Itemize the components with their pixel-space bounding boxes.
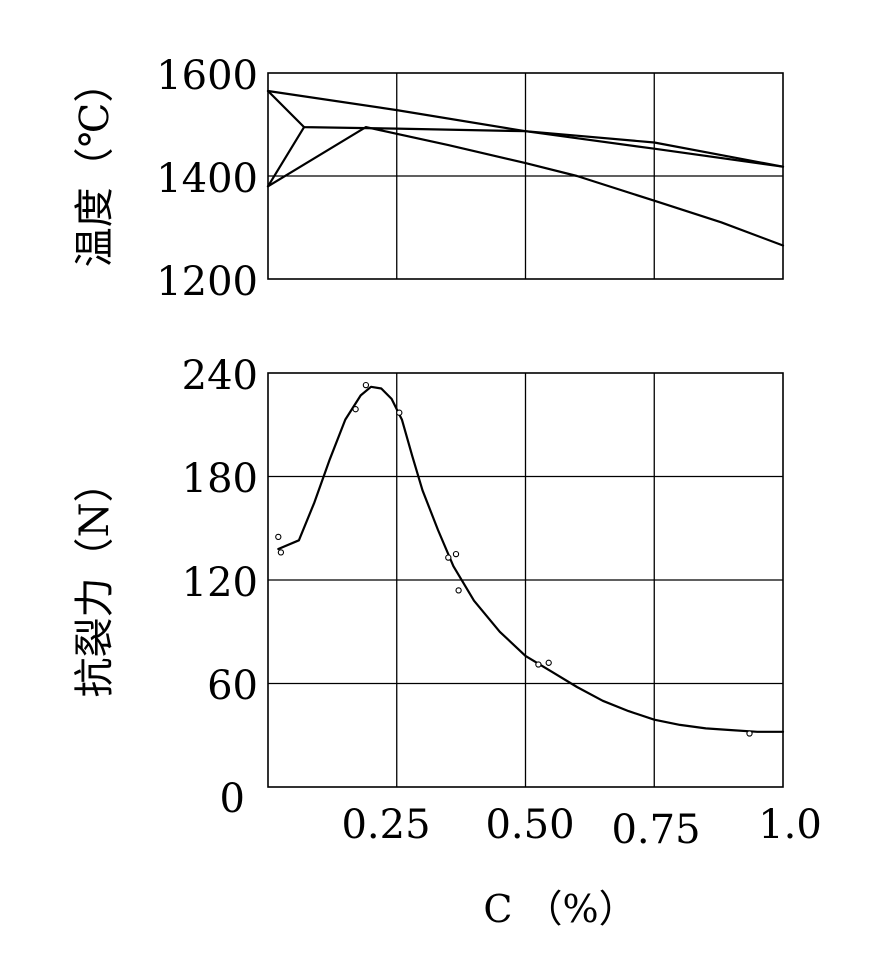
temperature-curves xyxy=(266,89,785,247)
data-point xyxy=(455,587,462,594)
temperature-series-line xyxy=(266,89,785,168)
crack-resistance-tick-label: 240 xyxy=(182,353,258,399)
x-tick-label: 0.25 xyxy=(341,802,430,848)
crack-resistance-points xyxy=(275,381,753,737)
temperature-tick-label: 1200 xyxy=(156,259,258,305)
x-tick-label: 0.75 xyxy=(611,807,700,853)
temperature-series-line xyxy=(266,126,785,247)
data-point xyxy=(362,381,370,389)
data-point xyxy=(396,409,403,416)
data-point xyxy=(746,730,753,737)
temperature-tick-label: 1400 xyxy=(156,156,258,202)
data-point xyxy=(275,533,282,541)
temperature-plot-frame xyxy=(267,72,784,280)
data-point xyxy=(545,659,552,666)
data-point xyxy=(352,406,359,413)
x-axis-label: C （%） xyxy=(483,887,636,931)
x-tick-label: 1.0 xyxy=(758,802,822,848)
data-point xyxy=(277,549,285,556)
crack-resistance-plot-frame xyxy=(267,372,784,788)
temperature-tick-label: 1600 xyxy=(156,53,258,99)
temperature-axis-label: 温度（℃） xyxy=(72,63,118,268)
crack-resistance-axis-label: 抗裂力（N） xyxy=(72,463,118,698)
crack-resistance-series-line xyxy=(277,385,785,733)
crack-resistance-tick-label: 60 xyxy=(207,663,258,709)
data-point xyxy=(535,661,542,668)
temperature-grid xyxy=(268,73,783,279)
crack-resistance-curve xyxy=(277,385,785,733)
data-point xyxy=(452,550,460,558)
crack-resistance-tick-label: 0 xyxy=(220,776,245,822)
data-point xyxy=(445,554,452,561)
temperature-panel: 1600 1400 1200 温度（℃） xyxy=(72,53,785,305)
x-tick-label: 0.50 xyxy=(485,802,574,848)
temperature-series-line xyxy=(266,126,306,188)
crack-resistance-grid xyxy=(268,373,783,787)
crack-resistance-panel: 240 180 120 60 0 0.25 0.50 0.75 1.0 抗裂力（… xyxy=(72,353,822,931)
crack-resistance-tick-label: 180 xyxy=(182,456,258,502)
crack-resistance-tick-label: 120 xyxy=(182,560,258,606)
